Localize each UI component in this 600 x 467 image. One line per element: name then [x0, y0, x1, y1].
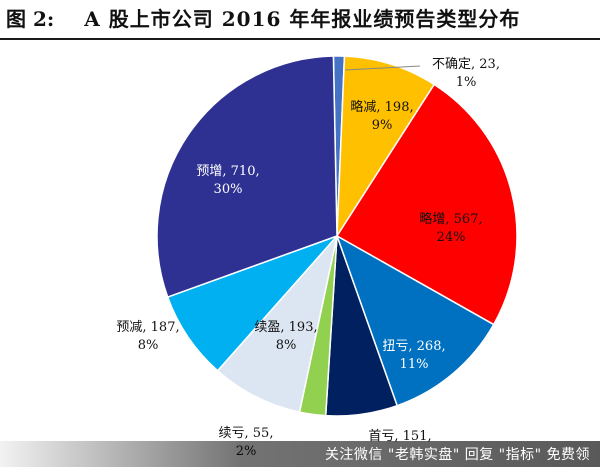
- slice-label-4: 首亏, 151,: [368, 429, 431, 444]
- watermark-text: 关注微信 "老韩实盘" 回复 "指标" 免费领: [324, 447, 590, 463]
- pie-slice-7: [166, 235, 338, 372]
- slice-label-6: 续盈, 193, 8%: [254, 320, 317, 353]
- slice-label-8: 预增, 710, 30%: [196, 164, 259, 197]
- slice-label-2: 略增, 567, 24%: [419, 211, 482, 245]
- figure-title: 图 2: A 股上市公司 2016 年年报业绩预告类型分布: [0, 0, 600, 34]
- slice-label-7: 预减, 187, 8%: [116, 320, 179, 353]
- pie-slice-1: [336, 55, 436, 239]
- slice-label-1: 略减, 198, 9%: [350, 99, 413, 133]
- slice-label-0: 不确定, 23, 1%: [432, 57, 500, 90]
- leader-line-0: [344, 65, 421, 71]
- slice-label-3: 扭亏, 268, 11%: [382, 339, 445, 372]
- pie-slice-2: [335, 83, 518, 326]
- pie-slice-8: [156, 55, 338, 298]
- figure-title-text: A 股上市公司 2016 年年报业绩预告类型分布: [84, 6, 521, 31]
- pie-slice-3: [335, 234, 495, 407]
- pie-slice-6: [216, 233, 339, 413]
- watermark-footer: 关注微信 "老韩实盘" 回复 "指标" 免费领: [0, 441, 600, 467]
- title-rule: [0, 38, 600, 40]
- figure-number: 图 2:: [6, 6, 55, 31]
